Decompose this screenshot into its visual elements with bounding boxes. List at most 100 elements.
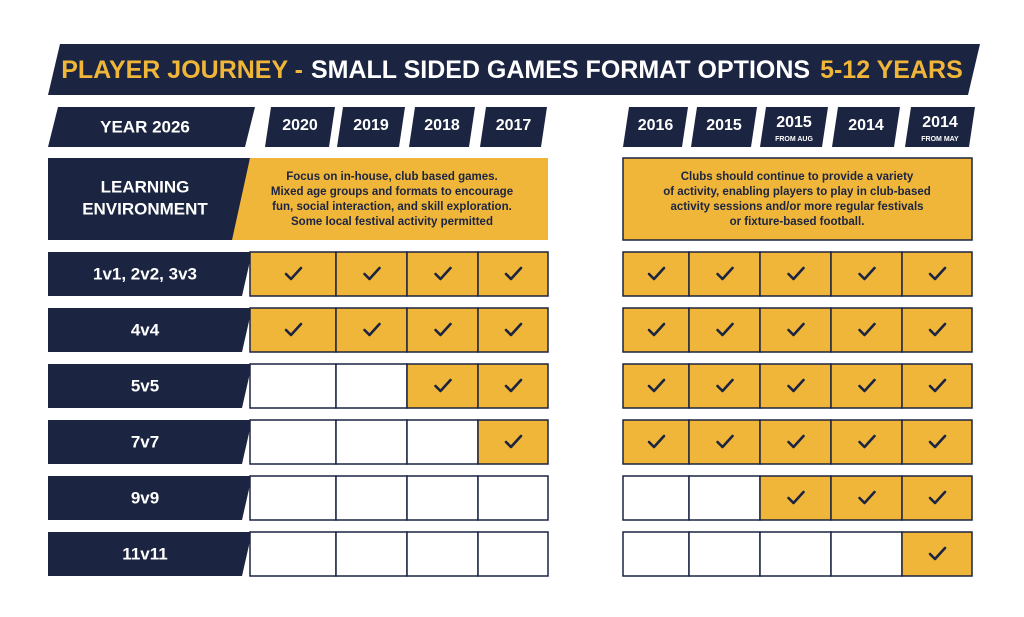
format-label-box [48, 532, 252, 576]
format-cell [622, 251, 690, 297]
format-cell [830, 251, 903, 297]
learning-left-box [232, 158, 548, 240]
format-cell [688, 307, 761, 353]
learning-text: or fixture-based football. [730, 216, 865, 228]
format-cell [901, 251, 973, 297]
check-mark [787, 434, 805, 449]
title-part: SMALL SIDED GAMES FORMAT OPTIONS [311, 56, 810, 84]
check-mark [858, 490, 876, 505]
title-banner [48, 44, 980, 95]
year-header-box [480, 107, 547, 147]
format-cell [335, 307, 408, 353]
year-header-box [337, 107, 405, 147]
year-header: 2019 [353, 117, 389, 134]
format-label: 9v9 [131, 488, 159, 507]
check-mark [787, 378, 805, 393]
format-cell [477, 363, 549, 409]
check-mark [787, 322, 805, 337]
learning-right-box [622, 157, 973, 241]
format-cell [830, 419, 903, 465]
title-part: 5-12 YEARS [820, 56, 963, 84]
year-label-box [48, 107, 255, 147]
check-mark [504, 266, 523, 281]
year-header-box [832, 107, 900, 147]
check-mark [504, 434, 523, 449]
format-cell [622, 475, 690, 521]
format-cell [622, 363, 690, 409]
format-cell [249, 419, 337, 465]
format-cell [335, 531, 408, 577]
check-mark [858, 434, 876, 449]
format-cell [759, 307, 832, 353]
format-cell [688, 419, 761, 465]
check-mark [787, 266, 805, 281]
check-mark [284, 322, 303, 337]
year-header-box [623, 107, 688, 147]
format-cell [830, 475, 903, 521]
check-mark [504, 378, 523, 393]
format-cell [901, 419, 973, 465]
format-cell [249, 251, 337, 297]
format-label-box [48, 252, 252, 296]
format-cell [249, 307, 337, 353]
year-header: 2016 [638, 117, 674, 134]
format-cell [688, 475, 761, 521]
format-cell [759, 363, 832, 409]
year-header-box [691, 107, 757, 147]
year-note: FROM AUG [775, 136, 813, 143]
year-header: 2017 [496, 117, 532, 134]
check-mark [716, 322, 734, 337]
format-label: 5v5 [131, 376, 159, 395]
format-label-box [48, 308, 252, 352]
format-cell [335, 475, 408, 521]
year-note: FROM MAY [921, 136, 959, 143]
format-cell [622, 307, 690, 353]
format-label-box [48, 476, 252, 520]
format-cell [901, 307, 973, 353]
learning-text: Clubs should continue to provide a varie… [681, 171, 914, 183]
check-mark [858, 378, 876, 393]
format-cell [406, 475, 479, 521]
format-cell [759, 475, 832, 521]
format-cell [249, 475, 337, 521]
check-mark [647, 378, 666, 393]
check-mark [928, 266, 947, 281]
format-cell [759, 531, 832, 577]
format-cell [830, 531, 903, 577]
year-header: 2020 [282, 117, 318, 134]
check-mark [716, 378, 734, 393]
check-mark [928, 490, 947, 505]
format-cell [477, 251, 549, 297]
check-mark [716, 434, 734, 449]
format-cell [901, 363, 973, 409]
check-mark [434, 266, 452, 281]
year-header-box [905, 107, 975, 147]
check-mark [858, 266, 876, 281]
check-mark [928, 434, 947, 449]
year-header: 2015 [706, 117, 742, 134]
year-header: 2014 [848, 117, 884, 134]
format-cell [688, 251, 761, 297]
format-label-box [48, 420, 252, 464]
format-cell [335, 419, 408, 465]
format-cell [830, 307, 903, 353]
format-cell [688, 363, 761, 409]
title-part: PLAYER JOURNEY - [61, 56, 303, 84]
learning-text: of activity, enabling players to play in… [663, 186, 931, 198]
format-cell [622, 531, 690, 577]
check-mark [434, 378, 452, 393]
check-mark [716, 266, 734, 281]
format-cell [759, 419, 832, 465]
check-mark [647, 434, 666, 449]
format-cell [477, 475, 549, 521]
check-mark [928, 322, 947, 337]
year-header: 2018 [424, 117, 460, 134]
format-cell [249, 531, 337, 577]
format-cell [901, 531, 973, 577]
learning-label-box [48, 158, 250, 240]
learning-text: activity sessions and/or more regular fe… [670, 201, 923, 213]
format-cell [406, 251, 479, 297]
check-mark [928, 546, 947, 561]
